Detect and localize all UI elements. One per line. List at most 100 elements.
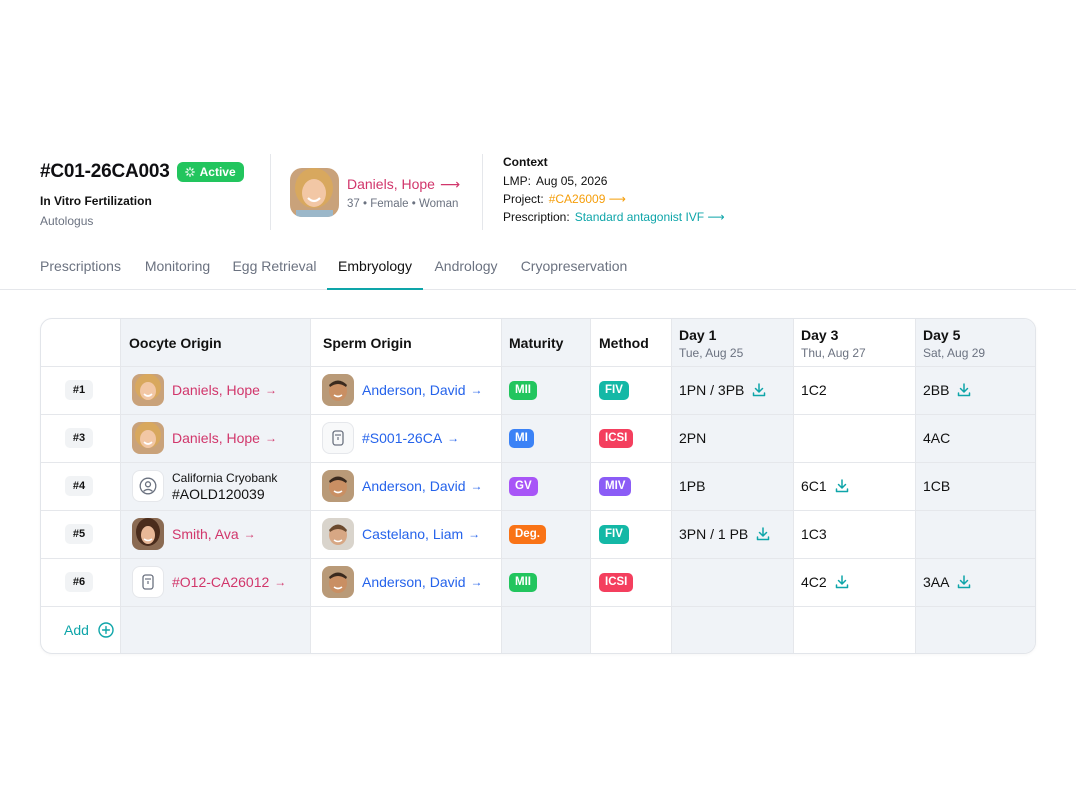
column-bg xyxy=(671,319,793,653)
oocyte-name: Daniels, Hope xyxy=(172,430,260,446)
prescription-row: Prescription: Standard antagonist IVF ⟶ xyxy=(503,210,725,224)
download-icon[interactable] xyxy=(956,574,972,590)
sperm-origin-cell: Castelano, Liam → xyxy=(322,510,480,558)
day1-value: 1PB xyxy=(679,478,706,494)
oocyte-origin-link[interactable]: Daniels, Hope → xyxy=(172,382,277,398)
arrow-right-icon: ⟶ xyxy=(439,175,461,192)
maturity-badge: MII xyxy=(509,380,537,400)
sperm-origin-link[interactable]: Castelano, Liam → xyxy=(362,526,480,542)
oocyte-name: #O12-CA26012 xyxy=(172,574,270,590)
sperm-origin-link[interactable]: Anderson, David → xyxy=(362,574,483,590)
add-label: Add xyxy=(64,622,89,638)
arrow-right-icon: → xyxy=(470,575,483,589)
status-badge: Active xyxy=(176,162,244,182)
tab-andrology[interactable]: Andrology xyxy=(434,258,498,274)
day1-cell: 1PN / 3PB xyxy=(679,366,767,414)
tab-embryology[interactable]: Embryology xyxy=(327,248,423,290)
oocyte-origin-link[interactable]: #O12-CA26012 → xyxy=(172,574,286,590)
tab-egg-retrieval[interactable]: Egg Retrieval xyxy=(232,258,317,274)
day5-cell: 1CB xyxy=(923,462,950,510)
context-title: Context xyxy=(503,155,548,169)
prescription-link[interactable]: Standard antagonist IVF ⟶ xyxy=(575,210,725,224)
day3-value: 6C1 xyxy=(801,478,827,494)
lmp-label: LMP: xyxy=(503,174,532,188)
plus-circle-icon xyxy=(98,622,114,638)
oocyte-origin-cell: Daniels, Hope → xyxy=(132,366,277,414)
sperm-origin-link[interactable]: Anderson, David → xyxy=(362,478,483,494)
download-icon[interactable] xyxy=(956,382,972,398)
oocyte-name: Smith, Ava xyxy=(172,526,239,542)
method-badge: MIV xyxy=(599,476,632,496)
oocyte-avatar xyxy=(132,422,164,454)
row-number: #1 xyxy=(65,380,93,400)
table-row: #5 xyxy=(65,510,93,558)
column-divider xyxy=(120,319,121,653)
patient-meta: 37 • Female • Woman xyxy=(347,197,459,210)
sperm-origin-link[interactable]: #S001-26CA → xyxy=(362,430,459,446)
row-number: #3 xyxy=(65,428,93,448)
header-day1: Day 1 Tue, Aug 25 xyxy=(679,327,743,360)
oocyte-origin-cell: Smith, Ava → xyxy=(132,510,256,558)
patient-name: Daniels, Hope xyxy=(347,176,435,192)
sperm-name: #S001-26CA xyxy=(362,430,443,446)
download-icon[interactable] xyxy=(755,526,771,542)
patient-avatar xyxy=(290,168,339,217)
column-divider xyxy=(915,319,916,653)
sperm-origin-cell: Anderson, David → xyxy=(322,558,483,606)
day3-date: Thu, Aug 27 xyxy=(801,346,866,360)
context-panel: Context LMP: Aug 05, 2026 Project: #CA26… xyxy=(503,155,725,224)
add-button[interactable]: Add xyxy=(64,622,114,638)
day1-value: 1PN / 3PB xyxy=(679,382,745,398)
day1-cell: 2PN xyxy=(679,414,706,462)
table-row: #6 xyxy=(65,558,93,606)
tab-monitoring[interactable]: Monitoring xyxy=(144,258,211,274)
sperm-avatar xyxy=(322,374,354,406)
lmp-row: LMP: Aug 05, 2026 xyxy=(503,174,725,188)
download-icon[interactable] xyxy=(834,574,850,590)
sample-tube-icon xyxy=(322,422,354,454)
add-row: Add xyxy=(64,606,114,653)
maturity-badge: GV xyxy=(509,476,538,496)
method-badge: ICSI xyxy=(599,572,634,592)
project-row: Project: #CA26009 ⟶ xyxy=(503,192,725,206)
header-sperm-origin: Sperm Origin xyxy=(323,334,412,351)
tab-bar: Prescriptions Monitoring Egg Retrieval E… xyxy=(0,248,1076,290)
row-divider xyxy=(41,366,1035,367)
day5-date: Sat, Aug 29 xyxy=(923,346,986,360)
user-circle-icon xyxy=(132,470,164,502)
day3-value: 1C2 xyxy=(801,382,827,398)
oocyte-origin-link[interactable]: Daniels, Hope → xyxy=(172,430,277,446)
column-divider xyxy=(671,319,672,653)
arrow-right-icon: ⟶ xyxy=(608,192,626,206)
project-link[interactable]: #CA26009 ⟶ xyxy=(549,192,626,206)
row-divider xyxy=(41,462,1035,463)
column-divider xyxy=(590,319,591,653)
tab-prescriptions[interactable]: Prescriptions xyxy=(40,258,121,274)
sperm-origin-cell: Anderson, David → xyxy=(322,366,483,414)
tab-cryopreservation[interactable]: Cryopreservation xyxy=(520,258,628,274)
sperm-origin-link[interactable]: Anderson, David → xyxy=(362,382,483,398)
arrow-right-icon: → xyxy=(243,527,256,541)
project-label: Project: xyxy=(503,192,544,206)
header-day5: Day 5 Sat, Aug 29 xyxy=(923,327,985,360)
oocyte-avatar xyxy=(132,518,164,550)
day1-cell: 3PN / 1 PB xyxy=(679,510,771,558)
download-icon[interactable] xyxy=(751,382,767,398)
oocyte-origin-cell: California Cryobank #AOLD120039 xyxy=(132,462,277,510)
patient-summary: Daniels, Hope ⟶ 37 • Female • Woman xyxy=(290,168,460,217)
oocyte-origin-link[interactable]: Smith, Ava → xyxy=(172,526,256,542)
patient-name-link[interactable]: Daniels, Hope ⟶ xyxy=(347,176,460,193)
sperm-name: Anderson, David xyxy=(362,382,466,398)
divider xyxy=(482,154,483,230)
column-bg xyxy=(915,319,1035,653)
row-number: #6 xyxy=(65,572,93,592)
maturity-badge: Deg. xyxy=(509,524,546,544)
day3-cell: 1C3 xyxy=(801,510,827,558)
download-icon[interactable] xyxy=(834,478,850,494)
arrow-right-icon: → xyxy=(264,431,277,445)
sperm-avatar xyxy=(322,518,354,550)
header-maturity: Maturity xyxy=(509,334,564,351)
row-divider xyxy=(41,414,1035,415)
table-row: #3 xyxy=(65,414,93,462)
oocyte-origin-cell: Daniels, Hope → xyxy=(132,414,277,462)
